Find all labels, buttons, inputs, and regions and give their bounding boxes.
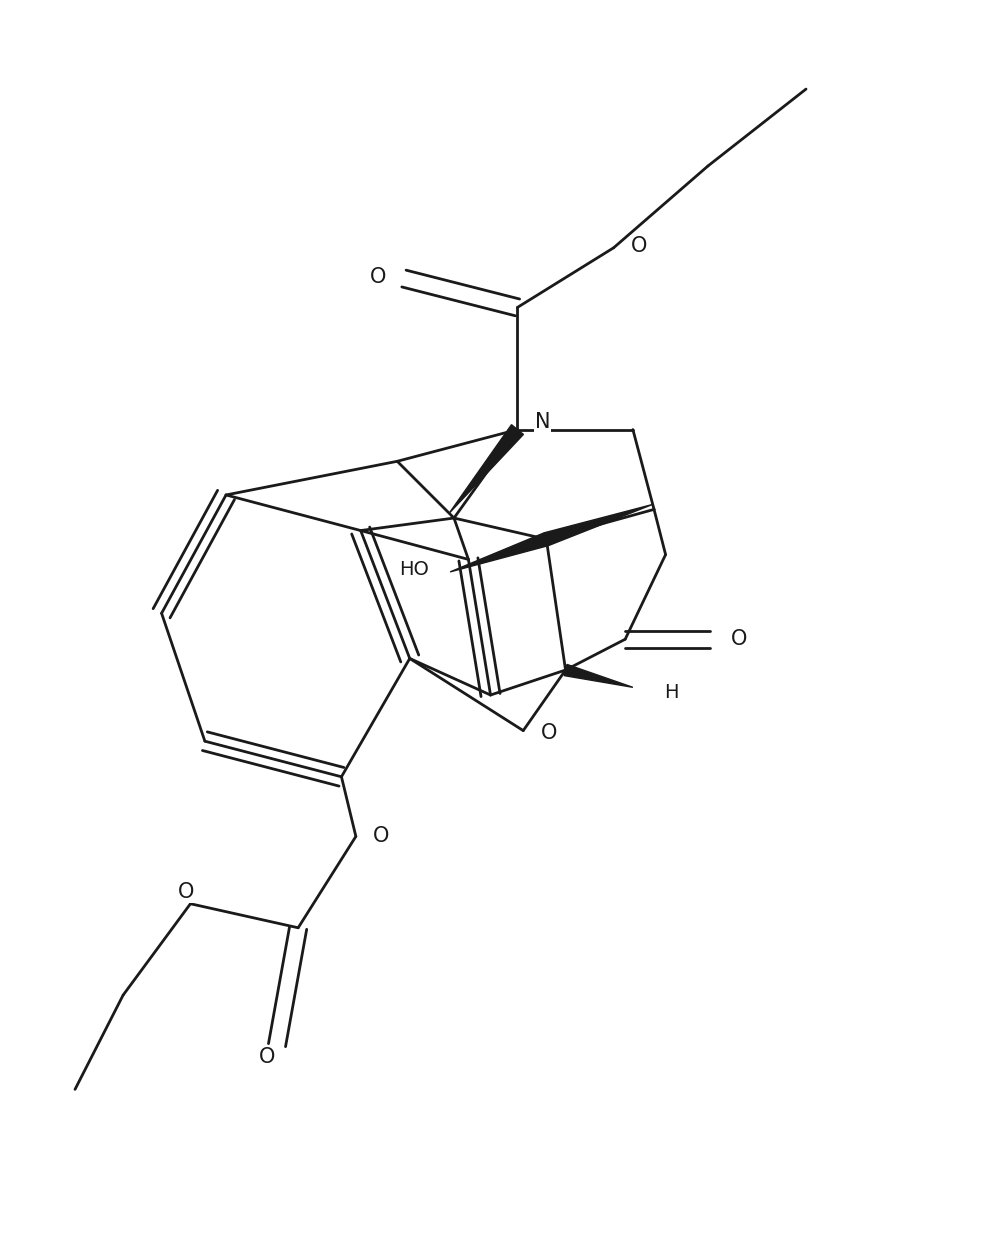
Polygon shape xyxy=(564,665,633,687)
Text: O: O xyxy=(177,882,194,903)
Text: O: O xyxy=(540,723,557,743)
Text: O: O xyxy=(370,267,387,286)
Text: O: O xyxy=(259,1047,275,1066)
Text: O: O xyxy=(731,629,747,650)
Text: O: O xyxy=(373,826,389,847)
Text: O: O xyxy=(631,236,647,255)
Polygon shape xyxy=(451,533,548,572)
Text: HO: HO xyxy=(399,560,429,579)
Text: N: N xyxy=(535,412,550,432)
Polygon shape xyxy=(544,505,652,546)
Polygon shape xyxy=(450,424,523,513)
Text: H: H xyxy=(663,683,678,702)
